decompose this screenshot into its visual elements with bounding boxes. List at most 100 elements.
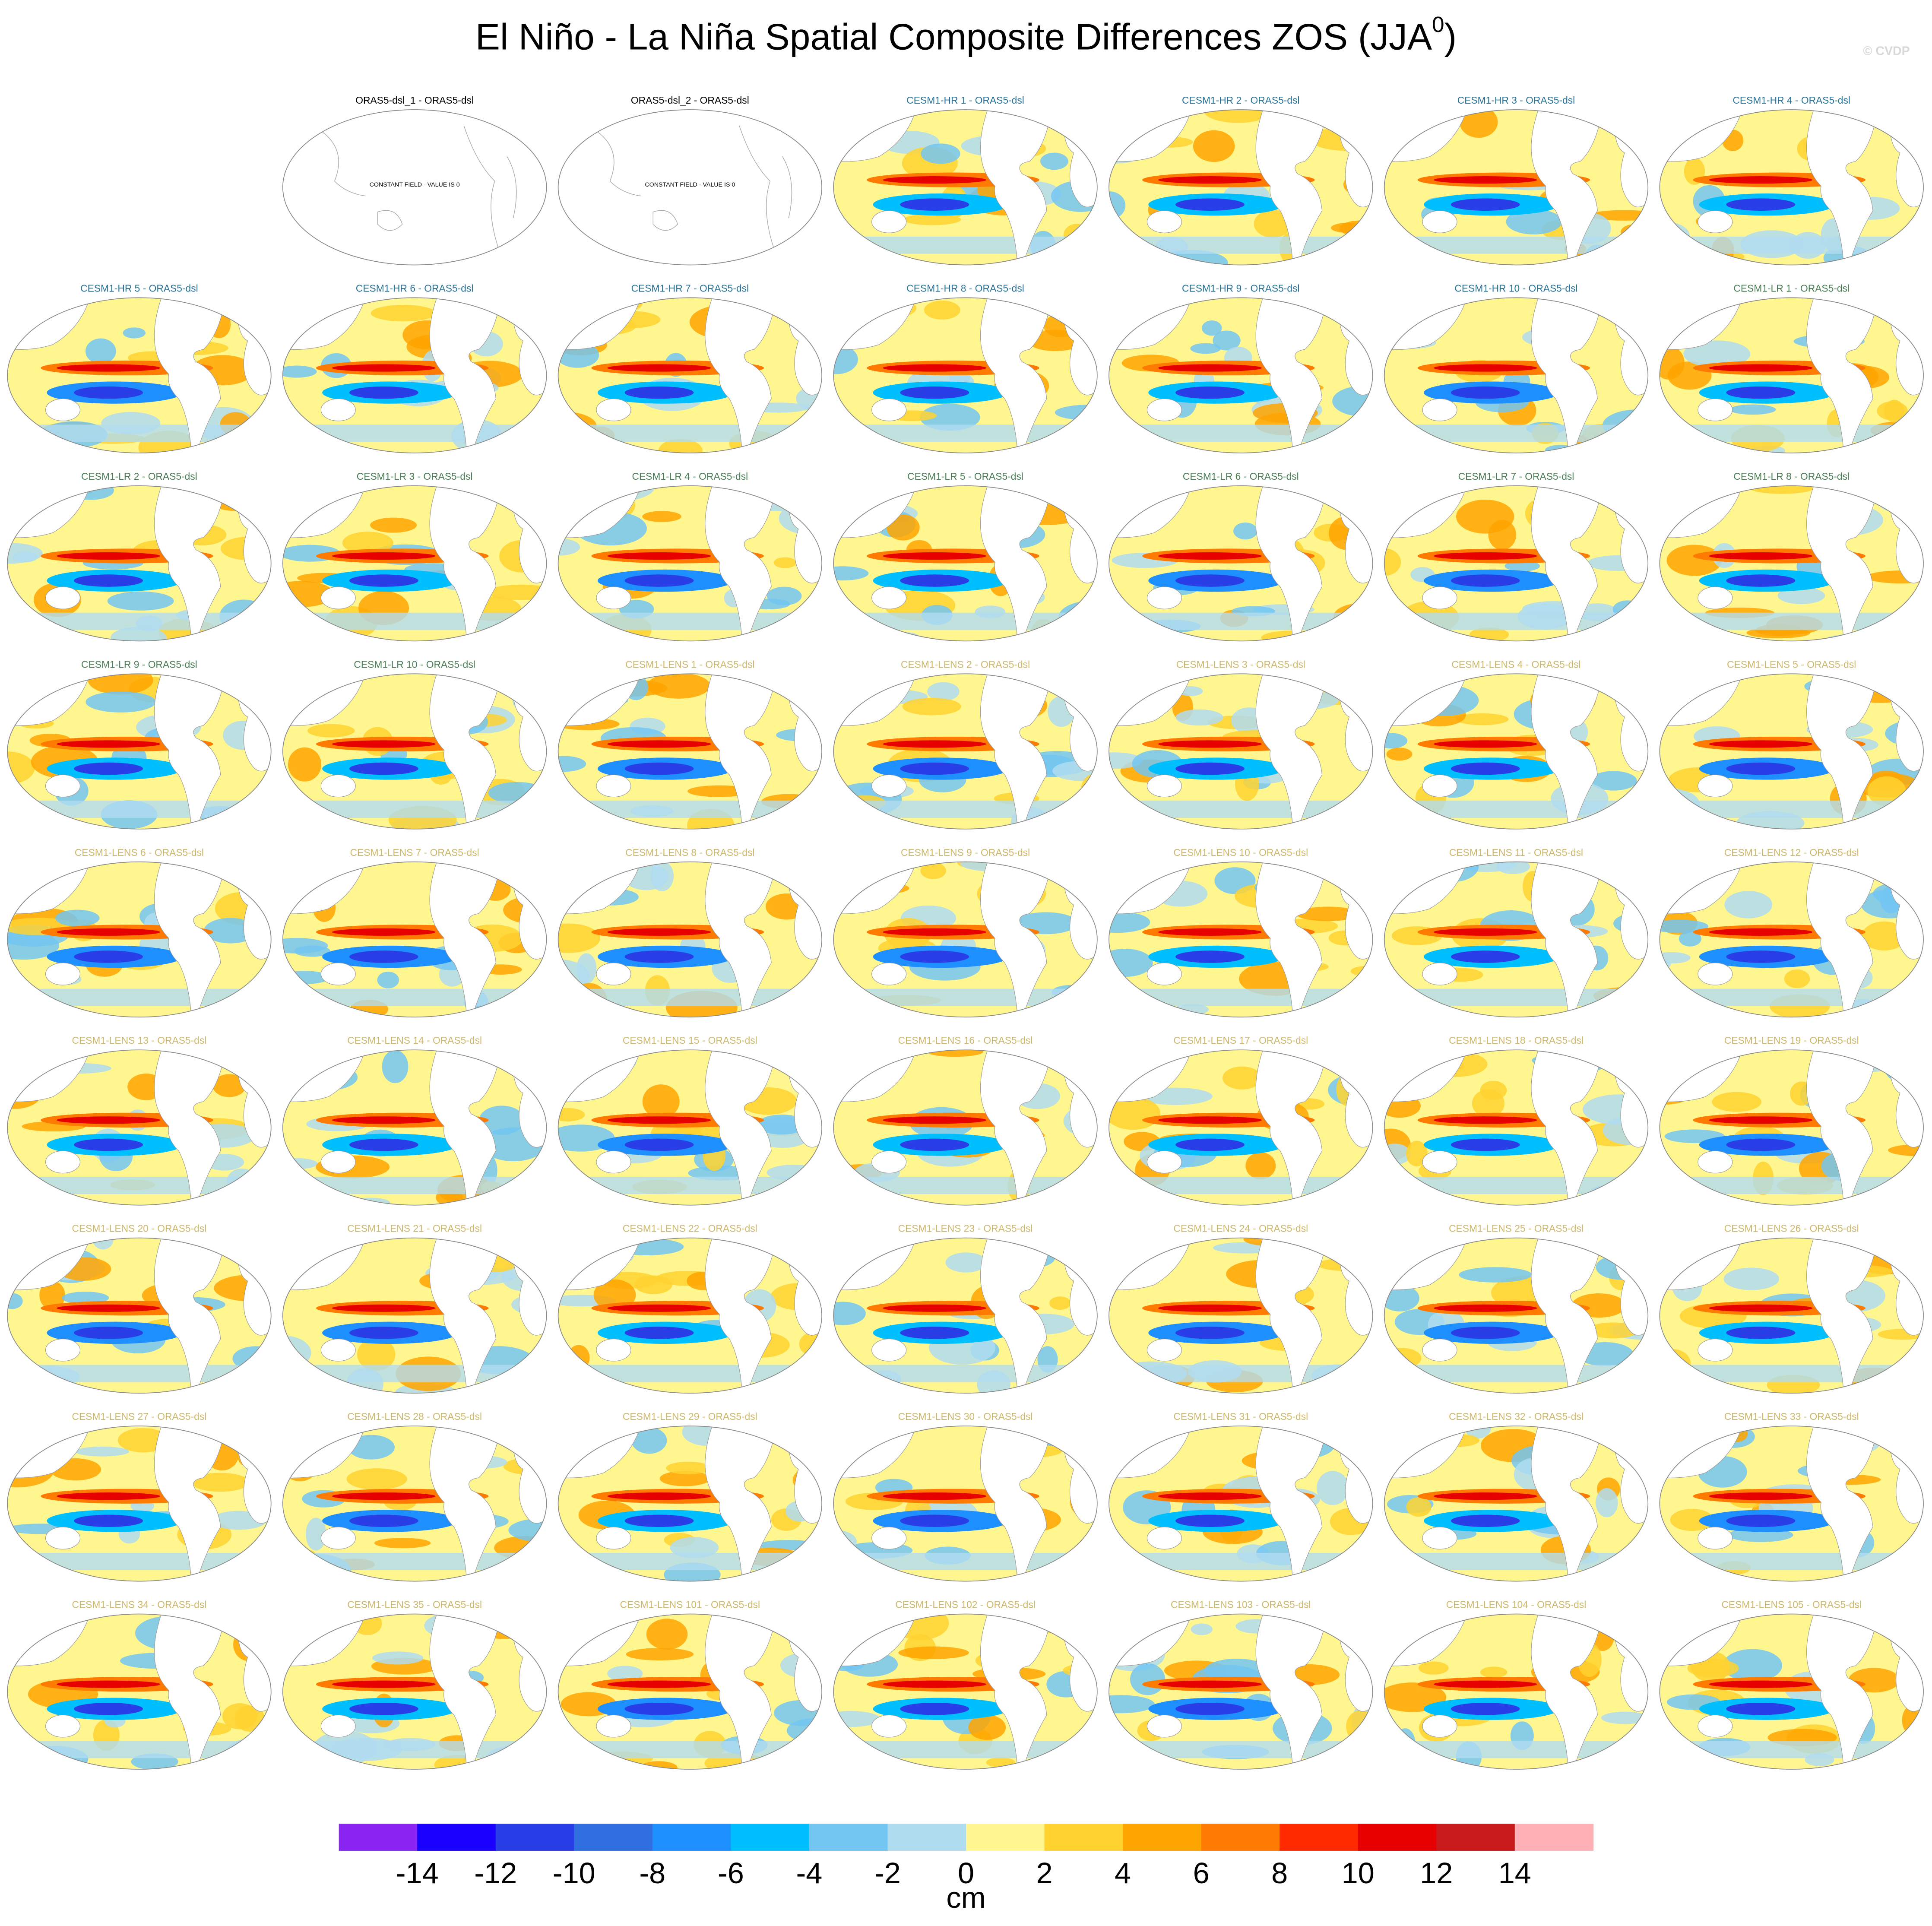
field-patch (1884, 1050, 1916, 1060)
panel-title: CESM1-LENS 31 - ORAS5-dsl (1173, 1411, 1308, 1422)
field-patch (650, 862, 674, 891)
map-outline (282, 673, 547, 830)
map-outline (1659, 1613, 1924, 1770)
equatorial-core (1709, 364, 1813, 372)
field-patch (1233, 522, 1257, 540)
americas (980, 298, 1052, 449)
americas (1531, 298, 1603, 449)
field-patch (558, 923, 600, 953)
field-patch (837, 1429, 861, 1453)
colorbar-label: -4 (796, 1856, 822, 1890)
map-outline (833, 297, 1098, 453)
map-field (1384, 1050, 1648, 1205)
panel-title: CESM1-LENS 25 - ORAS5-dsl (1449, 1223, 1584, 1234)
americas (1806, 1050, 1878, 1201)
equatorial-core (1433, 740, 1537, 748)
map-field (282, 1238, 547, 1394)
southern-ocean-band (7, 424, 271, 442)
map-outline (833, 1425, 1098, 1582)
off-equator-blue-core (1451, 198, 1520, 211)
field-patch (898, 1646, 969, 1659)
equatorial-core (332, 928, 436, 936)
map-panel: CESM1-LR 5 - ORAS5-dsl (833, 471, 1098, 642)
map-panel: CESM1-LR 4 - ORAS5-dsl (557, 471, 823, 642)
field-patch (646, 1619, 688, 1650)
field-patch (55, 909, 100, 927)
field-patch (626, 1648, 694, 1661)
field-patch (1884, 808, 1922, 829)
southern-ocean-band (833, 236, 1097, 254)
equatorial-core (607, 1304, 711, 1312)
colorbar-box (339, 1824, 418, 1851)
panel-title: CESM1-LENS 20 - ORAS5-dsl (72, 1223, 206, 1234)
australia (596, 774, 631, 798)
map-panel: CESM1-LENS 19 - ORAS5-dsl (1659, 1035, 1924, 1206)
off-equator-blue-core (349, 1138, 418, 1151)
off-equator-blue-core (1175, 1327, 1245, 1339)
map-panel: CESM1-LENS 28 - ORAS5-dsl (282, 1411, 547, 1582)
off-equator-blue-core (900, 1702, 969, 1715)
australia (1147, 1339, 1182, 1362)
field-patch (986, 1757, 1016, 1768)
field-patch (1394, 1762, 1444, 1770)
australia (320, 1714, 356, 1738)
field-patch (1496, 862, 1530, 874)
equatorial-core (332, 740, 436, 748)
map-field (1384, 485, 1648, 641)
map-panel: CESM1-HR 3 - ORAS5-dsl (1384, 95, 1649, 266)
australia (1422, 774, 1457, 798)
off-equator-blue-core (1175, 574, 1245, 587)
southern-ocean-band (1109, 236, 1373, 254)
map-panel: CESM1-HR 7 - ORAS5-dsl (557, 282, 823, 453)
field-patch (1660, 919, 1708, 933)
panel-title: CESM1-LR 9 - ORAS5-dsl (81, 659, 197, 670)
map-field (558, 862, 822, 1017)
map-panel: CESM1-LENS 5 - ORAS5-dsl (1659, 659, 1924, 830)
southern-ocean-band (833, 612, 1097, 630)
australia (1698, 398, 1733, 421)
southern-ocean-band (7, 1741, 271, 1758)
map-panel: CESM1-LENS 10 - ORAS5-dsl (1109, 847, 1373, 1018)
map-panel: CESM1-LENS 33 - ORAS5-dsl (1659, 1411, 1924, 1582)
equatorial-core (332, 1680, 436, 1688)
field-patch (1590, 771, 1637, 791)
map-outline (557, 1049, 823, 1206)
map-field (1660, 1426, 1924, 1581)
field-patch (372, 1651, 424, 1665)
map-outline (1109, 673, 1373, 830)
off-equator-blue-core (1726, 198, 1796, 211)
panel-title: CESM1-LENS 23 - ORAS5-dsl (898, 1223, 1033, 1234)
field-patch (107, 591, 174, 611)
map-panel: CESM1-HR 2 - ORAS5-dsl (1109, 95, 1373, 266)
off-equator-blue-core (900, 1327, 969, 1339)
americas (1255, 1426, 1327, 1577)
map-panel: CESM1-LENS 13 - ORAS5-dsl (7, 1035, 272, 1206)
field-patch (1660, 608, 1679, 632)
southern-ocean-band (1660, 1552, 1924, 1570)
map-panel: CESM1-HR 1 - ORAS5-dsl (833, 95, 1098, 266)
equatorial-core (1158, 1304, 1262, 1312)
panel-title: CESM1-LENS 28 - ORAS5-dsl (347, 1411, 482, 1422)
field-patch (62, 1292, 109, 1304)
panel-title: CESM1-LENS 30 - ORAS5-dsl (898, 1411, 1033, 1422)
field-patch (282, 938, 328, 953)
americas (1806, 862, 1878, 1013)
field-patch (833, 344, 858, 374)
panel-title: CESM1-LR 3 - ORAS5-dsl (357, 471, 473, 482)
field-patch (7, 1065, 29, 1090)
map-field (833, 674, 1097, 829)
field-patch (833, 300, 881, 314)
map-panel: CESM1-LENS 18 - ORAS5-dsl (1384, 1035, 1649, 1206)
southern-ocean-band (7, 1365, 271, 1382)
land (1660, 1050, 1924, 1201)
field-patch (7, 1555, 32, 1581)
map-panel: CESM1-LENS 15 - ORAS5-dsl (557, 1035, 823, 1206)
map-outline (1384, 109, 1649, 266)
americas (429, 862, 501, 1013)
southern-ocean-band (833, 988, 1097, 1006)
map-outline (282, 1613, 547, 1770)
field-patch (1784, 969, 1810, 988)
map-outline (7, 1237, 272, 1394)
off-equator-blue-core (1726, 1514, 1796, 1527)
off-equator-blue-core (74, 762, 143, 775)
